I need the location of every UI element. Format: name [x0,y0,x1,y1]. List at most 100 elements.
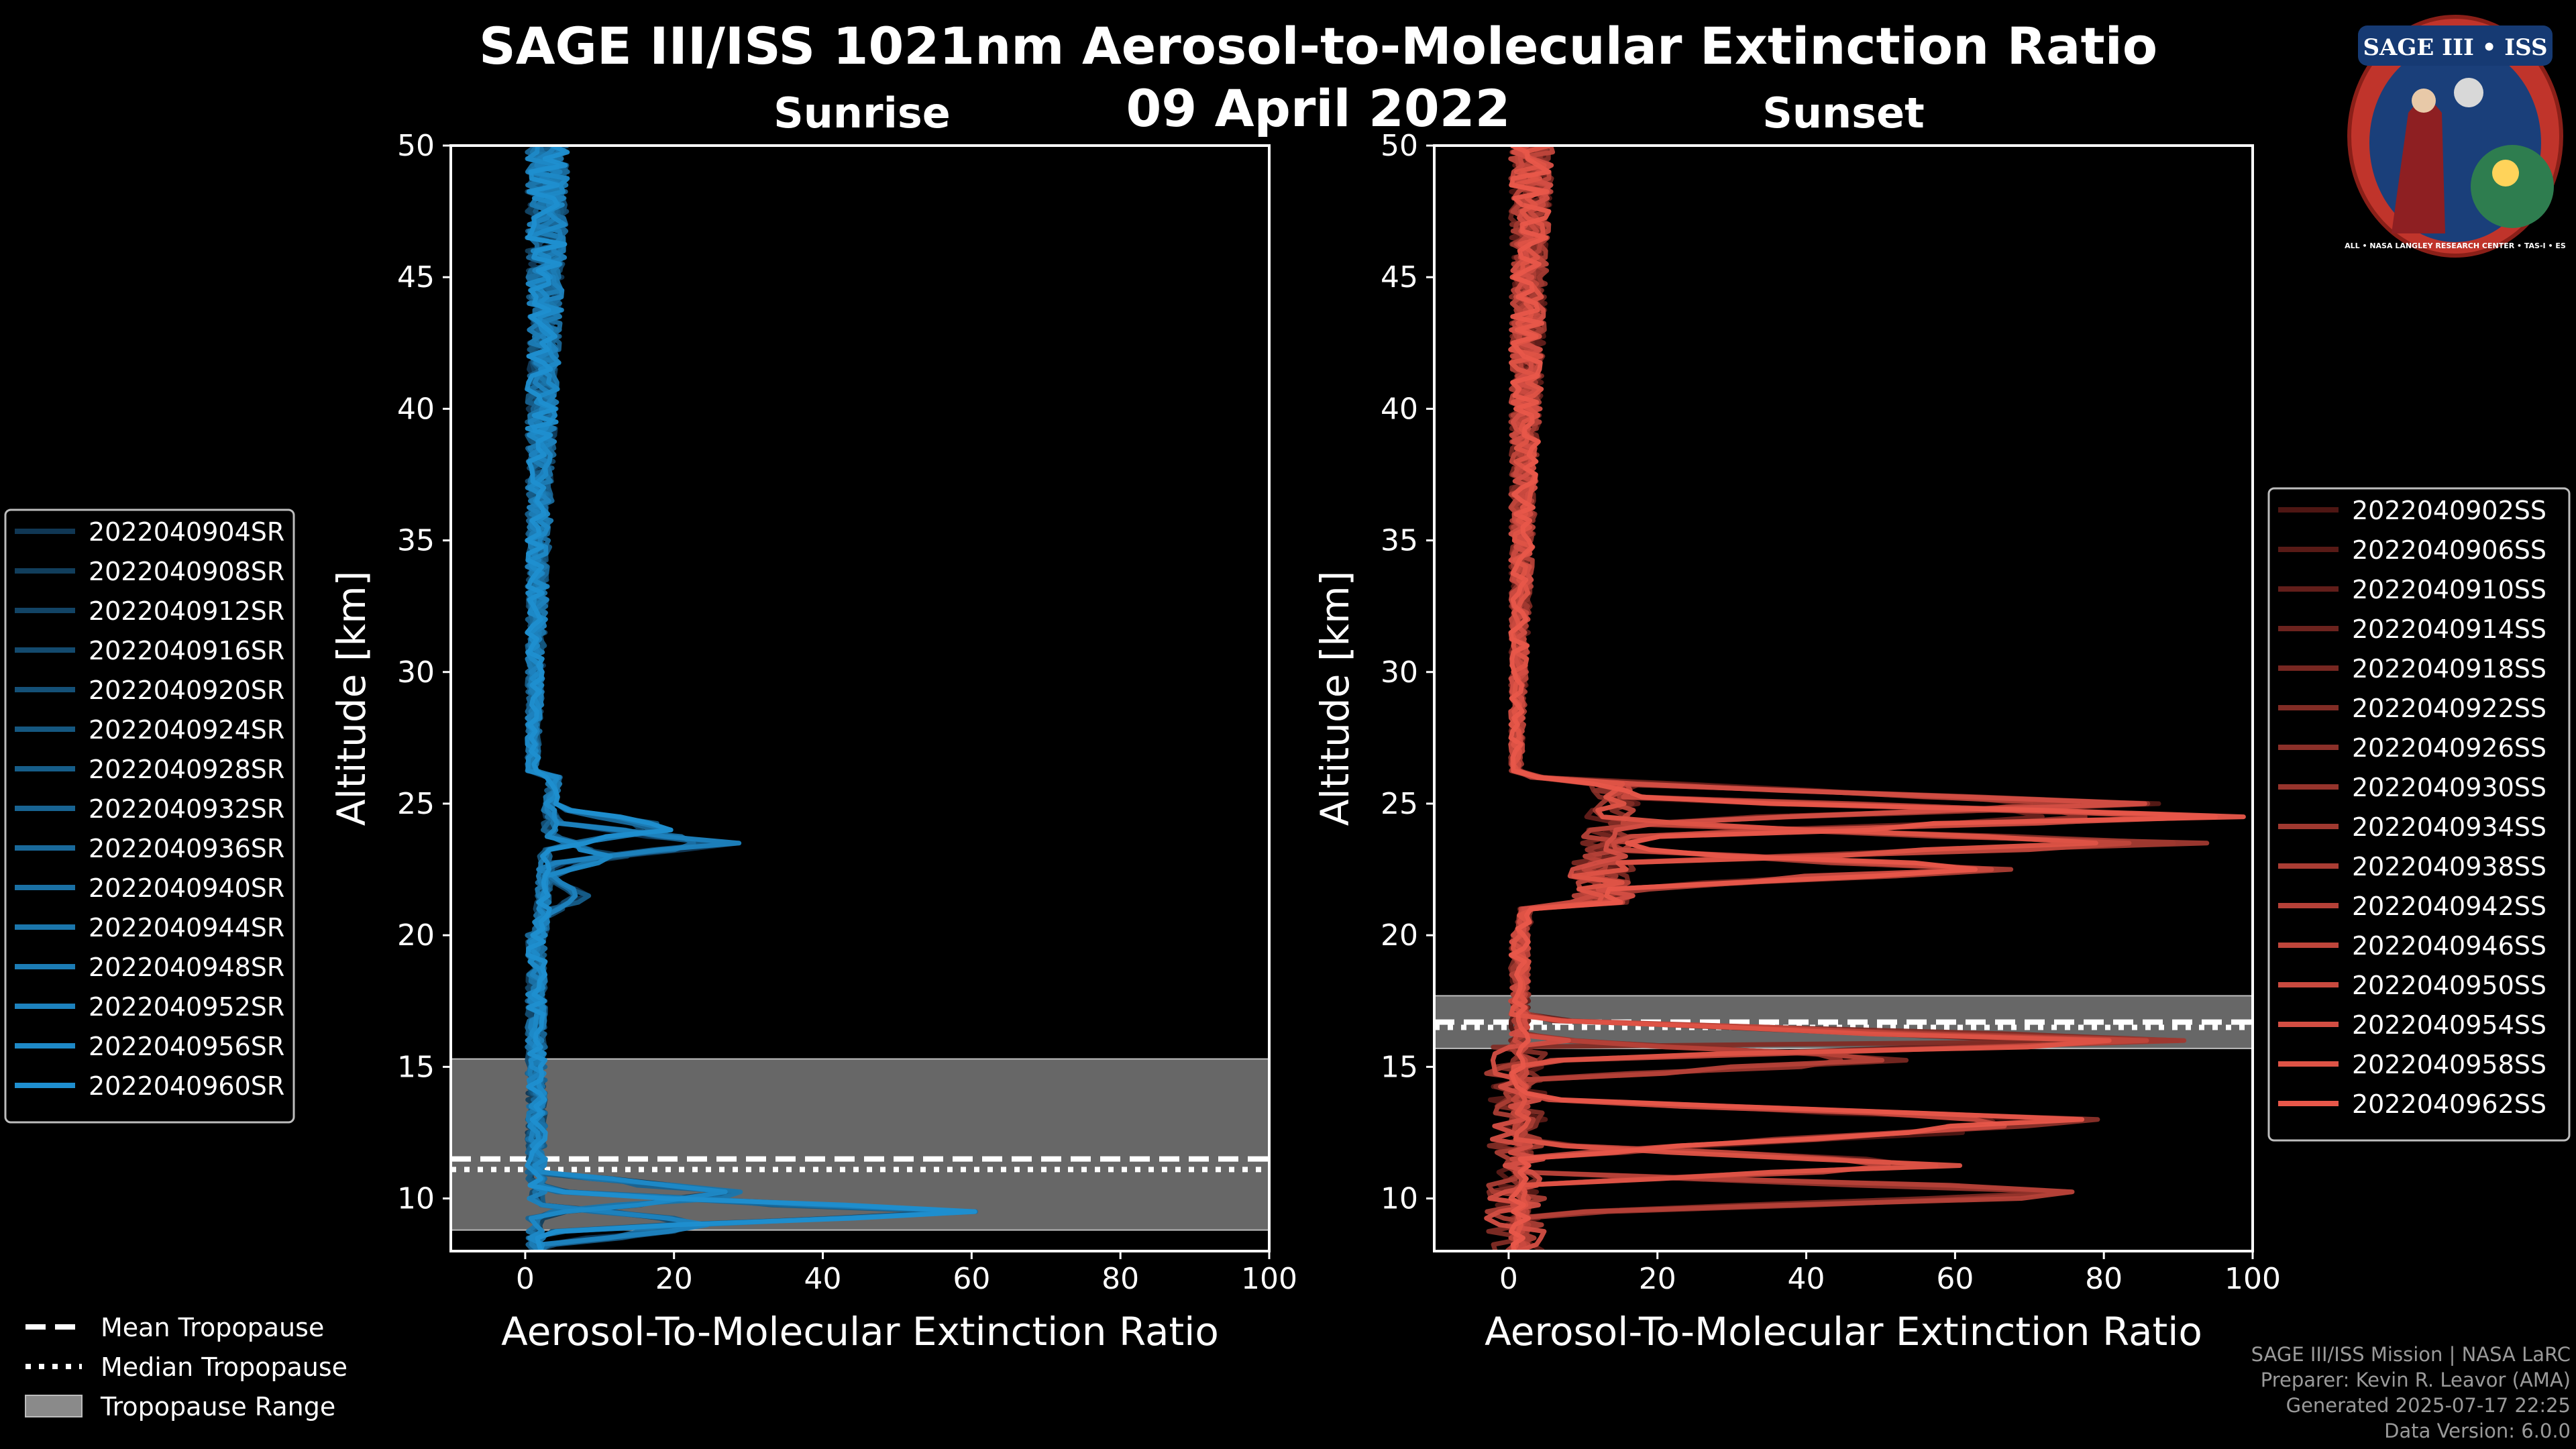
sunset-legend: 2022040902SS 2022040906SS 2022040910SS 2022… [2267,487,2571,1142]
legend-item-2022040902SS: 2022040902SS [2352,496,2546,525]
sage-mission-badge: SAGE III • ISS BALL • NASA LANGLEY RESEA… [2345,15,2566,258]
legend-item-2022040956SR: 2022040956SR [89,1032,284,1061]
badge-header-band [2358,25,2553,66]
y-tick-label: 50 [397,129,435,163]
series-line-2022040946SS [1508,146,2149,1251]
y-tick-label: 30 [1381,655,1418,690]
series-line-2022040926SS [1508,146,2100,1251]
legend-item-2022040904SR: 2022040904SR [89,517,284,547]
legend-item-2022040914SS: 2022040914SS [2352,614,2546,644]
y-tick-label: 30 [397,655,435,690]
legend-item-patch: Tropopause Range [100,1392,335,1421]
series-line-2022040962SS [1508,146,2246,1251]
footer-line-version: Data Version: 6.0.0 [2384,1419,2571,1442]
legend-item-2022040946SS: 2022040946SS [2352,931,2546,961]
tropopause-legend: Mean Tropopause Median Tropopause Tropopau… [25,1313,347,1421]
legend-item-2022040926SS: 2022040926SS [2352,733,2546,763]
legend-item-2022040954SS: 2022040954SS [2352,1010,2546,1040]
series-line-2022040910SS [1508,146,2133,1251]
footer: SAGE III/ISS Mission | NASA LaRC Prepare… [2251,1342,2571,1444]
series-line-2022040932SR [525,146,739,1251]
badge-text: SAGE III • ISS [2363,34,2547,61]
legend-item-2022040916SR: 2022040916SR [89,636,284,665]
x-tick-label: 40 [804,1262,842,1296]
series-line-2022040930SS [1509,146,2151,1251]
series-line-2022040958SS [1508,146,2112,1251]
legend-item-2022040950SS: 2022040950SS [2352,971,2546,1000]
legend-item-2022040934SS: 2022040934SS [2352,812,2546,842]
y-axis-label: Altitude [km] [1312,571,1358,826]
series-group [1484,146,2246,1251]
legend-item-2022040948SR: 2022040948SR [89,953,284,982]
legend-item-2022040924SR: 2022040924SR [89,715,284,745]
legend-item-2022040962SS: 2022040962SS [2352,1089,2546,1119]
series-line-2022040902SS [1508,146,2209,1251]
legend-item-2022040930SS: 2022040930SS [2352,773,2546,802]
footer-line-generated: Generated 2025-07-17 22:25 [2286,1394,2571,1417]
legend-item-2022040908SR: 2022040908SR [89,557,284,586]
legend-item-2022040932SR: 2022040932SR [89,794,284,824]
legend-item-2022040912SR: 2022040912SR [89,596,284,626]
legend-item-2022040920SR: 2022040920SR [89,676,284,705]
legend-item-dotted: Median Tropopause [101,1352,347,1382]
y-tick-label: 40 [397,392,435,426]
badge-sun [2492,160,2519,186]
footer-line-preparer: Preparer: Kevin R. Leavor (AMA) [2260,1368,2571,1391]
badge-ring-text: BALL • NASA LANGLEY RESEARCH CENTER • TA… [2345,241,2566,250]
badge-earth [2471,145,2554,228]
plot-frame [1433,144,2254,1252]
y-tick-label: 15 [1381,1050,1418,1084]
legend-item-2022040938SS: 2022040938SS [2352,852,2546,881]
legend-item-2022040940SR: 2022040940SR [89,873,284,903]
x-tick-label: 0 [1499,1262,1518,1296]
legend-item-2022040910SS: 2022040910SS [2352,575,2546,604]
legend-item-2022040944SR: 2022040944SR [89,913,284,943]
y-tick-label: 20 [1381,918,1418,953]
y-tick-label: 50 [1381,129,1418,163]
legend-item-2022040942SS: 2022040942SS [2352,892,2546,921]
legend-item-2022040922SS: 2022040922SS [2352,694,2546,723]
y-axis-label: Altitude [km] [329,571,374,826]
legend-item-2022040918SS: 2022040918SS [2352,654,2546,684]
plot-frame [449,144,1271,1252]
y-tick-label: 10 [397,1182,435,1216]
series-line-2022040960SR [525,146,977,1251]
series-line-2022040942SS [1508,146,2081,1251]
y-tick-label: 45 [397,260,435,294]
badge-wizard-figure [2392,93,2445,233]
series-group [525,146,978,1251]
x-axis-label: Aerosol-To-Molecular Extinction Ratio [1485,1309,2202,1354]
legend-item-2022040952SR: 2022040952SR [89,992,284,1022]
legend-item-dashed: Mean Tropopause [101,1313,324,1342]
series-line-2022040906SS [1488,146,2161,1251]
sunset-panel-title: Sunset [1762,89,1925,138]
badge-moon [2454,78,2483,107]
x-tick-label: 20 [655,1262,693,1296]
x-axis-label: Aerosol-To-Molecular Extinction Ratio [501,1309,1219,1354]
legend-item-2022040928SR: 2022040928SR [89,755,284,784]
y-tick-label: 35 [1381,524,1418,558]
tropopause-range-band [450,1058,1270,1231]
x-tick-label: 80 [2085,1262,2123,1296]
sunrise-panel: 0 20 40 60 80 100 10 15 20 25 30 35 40 45 50 Aerosol-To… [329,129,1297,1354]
series-line-2022040934SS [1509,146,2210,1251]
y-tick-label: 20 [397,918,435,953]
sunrise-panel-title: Sunrise [773,89,951,138]
y-tick-label: 25 [1381,787,1418,821]
sunset-panel: 0 20 40 60 80 100 10 15 20 25 30 35 40 45 50 Aerosol-To… [1312,129,2281,1354]
legend-item-2022040906SS: 2022040906SS [2352,535,2546,565]
y-tick-label: 25 [397,787,435,821]
y-tick-label: 45 [1381,260,1418,294]
x-tick-label: 40 [1788,1262,1825,1296]
y-tick-label: 40 [1381,392,1418,426]
x-tick-label: 0 [516,1262,535,1296]
chart-date: 09 April 2022 [1126,78,1510,138]
sunrise-legend: 2022040904SR 2022040908SR 2022040912SR 2022… [4,508,295,1124]
legend-item-2022040958SS: 2022040958SS [2352,1050,2546,1079]
legend-item-2022040936SR: 2022040936SR [89,834,284,863]
legend-swatch-range [25,1395,83,1417]
legend-item-2022040960SR: 2022040960SR [89,1071,284,1101]
y-tick-label: 10 [1381,1182,1418,1216]
series-line-2022040922SS [1486,146,2181,1251]
